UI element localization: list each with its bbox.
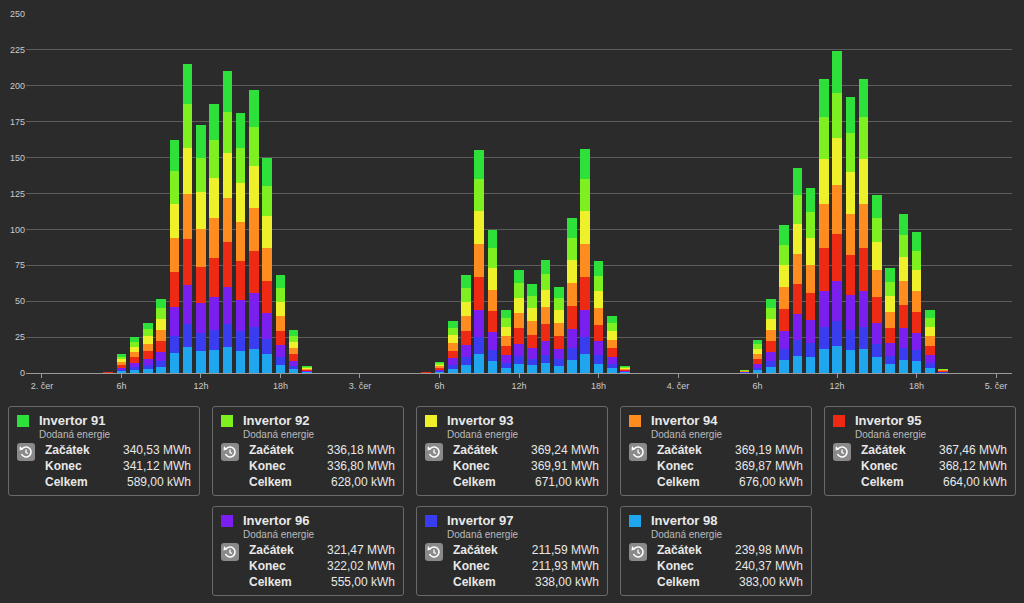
html-text:Dodaná energie: Dodaná energie: [447, 429, 519, 440]
svg-text:12h: 12h: [830, 381, 845, 391]
html-text:Invertor 96: Invertor 96: [243, 513, 310, 528]
svg-text:5. čer: 5. čer: [985, 381, 1008, 391]
html-text:211,59 MWh: 211,59 MWh: [531, 543, 599, 557]
html-text:Začátek: Začátek: [453, 543, 498, 557]
html-text:Celkem: Celkem: [45, 475, 88, 489]
svg-text:175: 175: [10, 117, 25, 127]
html-text:Invertor 93: Invertor 93: [447, 413, 514, 428]
html-text:Celkem: Celkem: [453, 575, 496, 589]
html-text:Dodaná energie: Dodaná energie: [243, 529, 315, 540]
html-text:664,00 kWh: 664,00 kWh: [943, 475, 1007, 489]
html-text:211,93 MWh: 211,93 MWh: [531, 559, 599, 573]
html-text:338,00 kWh: 338,00 kWh: [535, 575, 599, 589]
html-text:369,87 MWh: 369,87 MWh: [735, 459, 803, 473]
html-text:Dodaná energie: Dodaná energie: [651, 529, 723, 540]
svg-text:225: 225: [10, 45, 25, 55]
html-text:367,46 MWh: 367,46 MWh: [939, 443, 1007, 457]
svg-text:150: 150: [10, 153, 25, 163]
html-text:628,00 kWh: 628,00 kWh: [331, 475, 395, 489]
html-text:Invertor 94: Invertor 94: [651, 413, 718, 428]
html-text:Dodaná energie: Dodaná energie: [39, 429, 111, 440]
html-text:Celkem: Celkem: [249, 575, 292, 589]
html-text:Dodaná energie: Dodaná energie: [855, 429, 927, 440]
html-text:336,80 MWh: 336,80 MWh: [327, 459, 395, 473]
svg-text:18h: 18h: [273, 381, 288, 391]
svg-text:250: 250: [10, 9, 25, 19]
html-text:Invertor 98: Invertor 98: [651, 513, 718, 528]
html-text:239,98 MWh: 239,98 MWh: [735, 543, 803, 557]
html-text:Konec: Konec: [861, 459, 898, 473]
svg-text:100: 100: [10, 225, 25, 235]
html-text:Invertor 91: Invertor 91: [39, 413, 106, 428]
html-text:Začátek: Začátek: [453, 443, 498, 457]
html-text:Konec: Konec: [45, 459, 82, 473]
html-text:336,18 MWh: 336,18 MWh: [327, 443, 395, 457]
html-text:Konec: Konec: [249, 559, 286, 573]
svg-text:2. čer: 2. čer: [31, 381, 54, 391]
html-text:Začátek: Začátek: [657, 543, 702, 557]
html-text:240,37 MWh: 240,37 MWh: [735, 559, 803, 573]
html-text:Invertor 92: Invertor 92: [243, 413, 310, 428]
html-text:555,00 kWh: 555,00 kWh: [331, 575, 395, 589]
html-text:368,12 MWh: 368,12 MWh: [939, 459, 1007, 473]
html-text:369,91 MWh: 369,91 MWh: [531, 459, 599, 473]
html-text:Celkem: Celkem: [249, 475, 292, 489]
html-text:Konec: Konec: [453, 459, 490, 473]
html-text:Konec: Konec: [453, 559, 490, 573]
svg-text:6h: 6h: [434, 381, 444, 391]
svg-text:200: 200: [10, 81, 25, 91]
svg-text:4. čer: 4. čer: [667, 381, 690, 391]
html-text:369,24 MWh: 369,24 MWh: [531, 443, 599, 457]
svg-text:125: 125: [10, 189, 25, 199]
html-text:341,12 MWh: 341,12 MWh: [123, 459, 191, 473]
html-text:676,00 kWh: 676,00 kWh: [739, 475, 803, 489]
html-text:Invertor 97: Invertor 97: [447, 513, 514, 528]
svg-text:12h: 12h: [193, 381, 208, 391]
html-text:Dodaná energie: Dodaná energie: [651, 429, 723, 440]
html-text:Celkem: Celkem: [657, 475, 700, 489]
html-text:Konec: Konec: [657, 559, 694, 573]
html-text:671,00 kWh: 671,00 kWh: [535, 475, 599, 489]
html-text:Začátek: Začátek: [45, 443, 90, 457]
html-text:Začátek: Začátek: [249, 543, 294, 557]
svg-text:75: 75: [15, 260, 25, 270]
html-text:Dodaná energie: Dodaná energie: [243, 429, 315, 440]
html-text:Celkem: Celkem: [657, 575, 700, 589]
html-text:Konec: Konec: [249, 459, 286, 473]
svg-text:6h: 6h: [753, 381, 763, 391]
svg-text:25: 25: [15, 332, 25, 342]
html-text:Dodaná energie: Dodaná energie: [447, 529, 519, 540]
svg-text:18h: 18h: [591, 381, 606, 391]
svg-text:0: 0: [20, 368, 25, 378]
svg-text:6h: 6h: [116, 381, 126, 391]
html-text:Začátek: Začátek: [249, 443, 294, 457]
html-text:340,53 MWh: 340,53 MWh: [123, 443, 191, 457]
html-text:589,00 kWh: 589,00 kWh: [127, 475, 191, 489]
html-text:Začátek: Začátek: [861, 443, 906, 457]
svg-text:50: 50: [15, 296, 25, 306]
html-text:Konec: Konec: [657, 459, 694, 473]
svg-text:18h: 18h: [909, 381, 924, 391]
html-text:322,02 MWh: 322,02 MWh: [327, 559, 395, 573]
svg-text:12h: 12h: [511, 381, 526, 391]
html-text:321,47 MWh: 321,47 MWh: [327, 543, 395, 557]
html-text:383,00 kWh: 383,00 kWh: [739, 575, 803, 589]
html-text:Celkem: Celkem: [453, 475, 496, 489]
html-text:Celkem: Celkem: [861, 475, 904, 489]
html-text:Začátek: Začátek: [657, 443, 702, 457]
svg-text:3. čer: 3. čer: [349, 381, 372, 391]
html-text:369,19 MWh: 369,19 MWh: [735, 443, 803, 457]
html-text:Invertor 95: Invertor 95: [855, 413, 922, 428]
